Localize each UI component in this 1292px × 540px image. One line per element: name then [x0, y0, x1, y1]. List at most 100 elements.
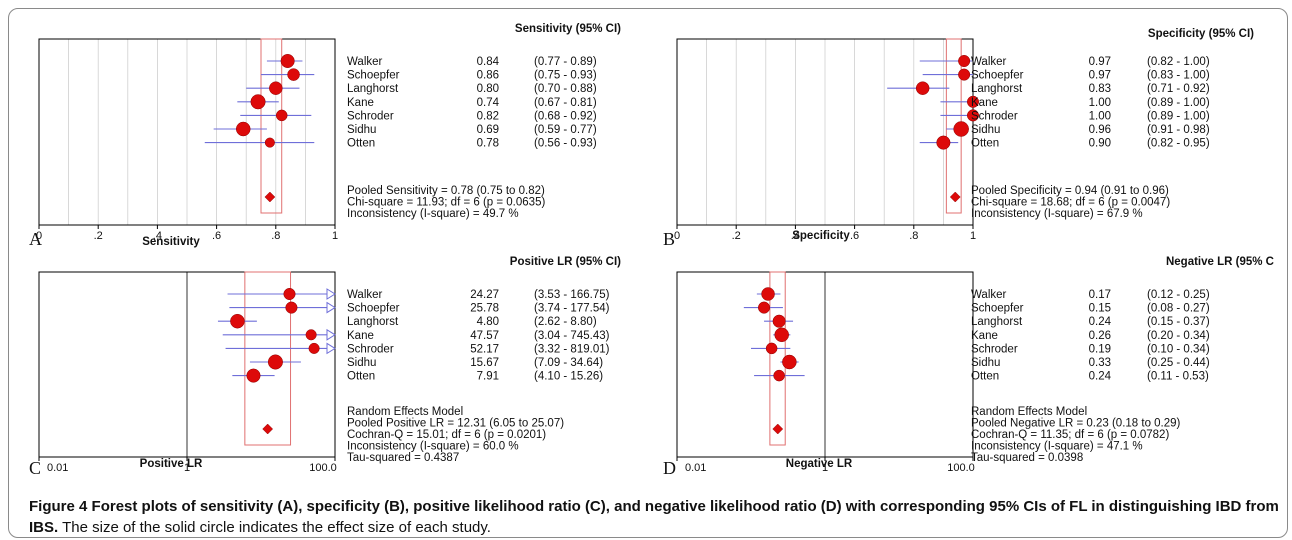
study-point	[246, 368, 261, 383]
study-estimate: 0.97	[1089, 70, 1111, 82]
study-point	[287, 68, 300, 81]
study-estimate: 24.27	[470, 289, 499, 301]
study-point	[958, 55, 971, 67]
x-tick-label: 0	[674, 230, 680, 242]
study-ci: (0.11 - 0.53)	[1147, 371, 1209, 383]
study-ci: (0.12 - 0.25)	[1147, 289, 1210, 301]
pooled-diamond	[949, 191, 961, 203]
study-point	[772, 314, 786, 328]
study-ci: (0.20 - 0.34)	[1147, 330, 1210, 342]
x-tick-label: 0.01	[685, 462, 706, 474]
pooled-diamond	[262, 423, 274, 435]
study-estimate: 25.78	[470, 303, 499, 315]
study-point	[758, 301, 771, 314]
study-name: Schoepfer	[971, 70, 1024, 82]
study-estimate: 0.82	[477, 110, 499, 122]
study-ci: (0.67 - 0.81)	[534, 97, 597, 109]
panel-letter: A	[29, 229, 42, 249]
study-ci: (3.53 - 166.75)	[534, 289, 610, 301]
study-point	[765, 342, 778, 355]
x-axis-label: Specificity	[792, 230, 850, 242]
study-point	[250, 94, 266, 110]
summary-line: Random Effects Model	[347, 406, 463, 418]
study-name: Schroder	[347, 343, 394, 355]
x-tick-label: 100.0	[309, 462, 337, 474]
summary-line: Inconsistency (I-square) = 60.0 %	[347, 441, 519, 453]
study-ci: (0.25 - 0.44)	[1147, 357, 1210, 369]
study-point	[761, 287, 775, 301]
study-ci: (0.82 - 1.00)	[1147, 56, 1210, 68]
study-estimate: 0.78	[477, 138, 499, 150]
study-ci: (0.08 - 0.27)	[1147, 303, 1210, 315]
study-estimate: 0.90	[1089, 138, 1111, 150]
study-point	[264, 137, 275, 148]
x-axis-label: Negative LR	[786, 458, 853, 470]
study-ci: (0.77 - 0.89)	[534, 56, 597, 68]
summary-line: Chi-square = 11.93; df = 6 (p = 0.0635)	[347, 197, 545, 209]
summary-line: Pooled Positive LR = 12.31 (6.05 to 25.0…	[347, 418, 564, 430]
study-point	[773, 369, 785, 382]
x-tick-label: .4	[153, 230, 162, 242]
study-name: Schoepfer	[347, 303, 400, 315]
study-point	[774, 327, 789, 343]
study-estimate: 0.80	[477, 83, 499, 95]
study-estimate: 7.91	[477, 371, 499, 383]
study-estimate: 0.24	[1089, 371, 1112, 383]
x-tick-label: .8	[271, 230, 280, 242]
summary-line: Pooled Sensitivity = 0.78 (0.75 to 0.82)	[347, 185, 545, 197]
study-point	[967, 95, 979, 108]
study-ci: (0.10 - 0.34)	[1147, 343, 1210, 355]
x-tick-label: .2	[94, 230, 103, 242]
panel-letter: C	[29, 458, 41, 478]
study-name: Langhorst	[971, 316, 1023, 328]
study-ci: (3.74 - 177.54)	[534, 303, 610, 315]
study-name: Langhorst	[347, 316, 399, 328]
study-estimate: 0.83	[1089, 83, 1111, 95]
x-axis-label: Positive LR	[140, 458, 203, 470]
study-name: Sidhu	[347, 124, 376, 136]
pooled-diamond	[772, 423, 784, 435]
x-tick-label: 100.0	[947, 462, 975, 474]
panel-letter: D	[663, 458, 676, 478]
summary-line: Cochran-Q = 15.01; df = 6 (p = 0.0201)	[347, 429, 546, 441]
plot-box	[676, 38, 974, 226]
summary-line: Chi-square = 18.68; df = 6 (p = 0.0047)	[971, 197, 1170, 209]
study-ci: (0.82 - 0.95)	[1147, 138, 1210, 150]
caption-label: Figure 4	[29, 498, 88, 515]
study-name: Sidhu	[971, 124, 1000, 136]
study-ci: (0.56 - 0.93)	[534, 138, 597, 150]
ci-arrow	[326, 301, 336, 314]
study-estimate: 0.33	[1089, 357, 1111, 369]
study-ci: (0.70 - 0.88)	[534, 83, 597, 95]
study-ci: (0.83 - 1.00)	[1147, 70, 1210, 82]
study-name: Schoepfer	[971, 303, 1024, 315]
panel-title: Specificity (95% CI)	[1148, 28, 1254, 40]
study-ci: (0.89 - 1.00)	[1147, 110, 1210, 122]
plot-box	[38, 38, 336, 226]
summary-line: Inconsistency (I-square) = 47.1 %	[971, 441, 1143, 453]
study-name: Schroder	[971, 110, 1018, 122]
study-ci: (0.71 - 0.92)	[1147, 83, 1210, 95]
study-point	[230, 313, 245, 329]
study-ci: (4.10 - 15.26)	[534, 371, 603, 383]
study-ci: (2.62 - 8.80)	[534, 316, 597, 328]
x-tick-label: 0	[36, 230, 42, 242]
study-point	[275, 109, 288, 122]
study-name: Otten	[971, 371, 999, 383]
study-point	[958, 68, 971, 81]
study-name: Otten	[347, 138, 375, 150]
study-name: Walker	[971, 56, 1007, 68]
study-estimate: 0.17	[1089, 289, 1111, 301]
study-name: Sidhu	[971, 357, 1000, 369]
study-estimate: 0.26	[1089, 330, 1111, 342]
study-ci: (0.91 - 0.98)	[1147, 124, 1210, 136]
study-ci: (3.04 - 745.43)	[534, 330, 610, 342]
study-ci: (0.68 - 0.92)	[534, 110, 597, 122]
study-estimate: 0.96	[1089, 124, 1111, 136]
study-point	[280, 54, 295, 68]
study-point	[915, 81, 930, 95]
study-name: Otten	[971, 138, 999, 150]
forest-panel-b: 0 .2 .4 .6 .8 1 Walker 0.97 (0.82 - 1.00) Schoepf…	[663, 28, 1254, 249]
study-point	[967, 109, 979, 122]
summary-line: Random Effects Model	[971, 406, 1087, 418]
